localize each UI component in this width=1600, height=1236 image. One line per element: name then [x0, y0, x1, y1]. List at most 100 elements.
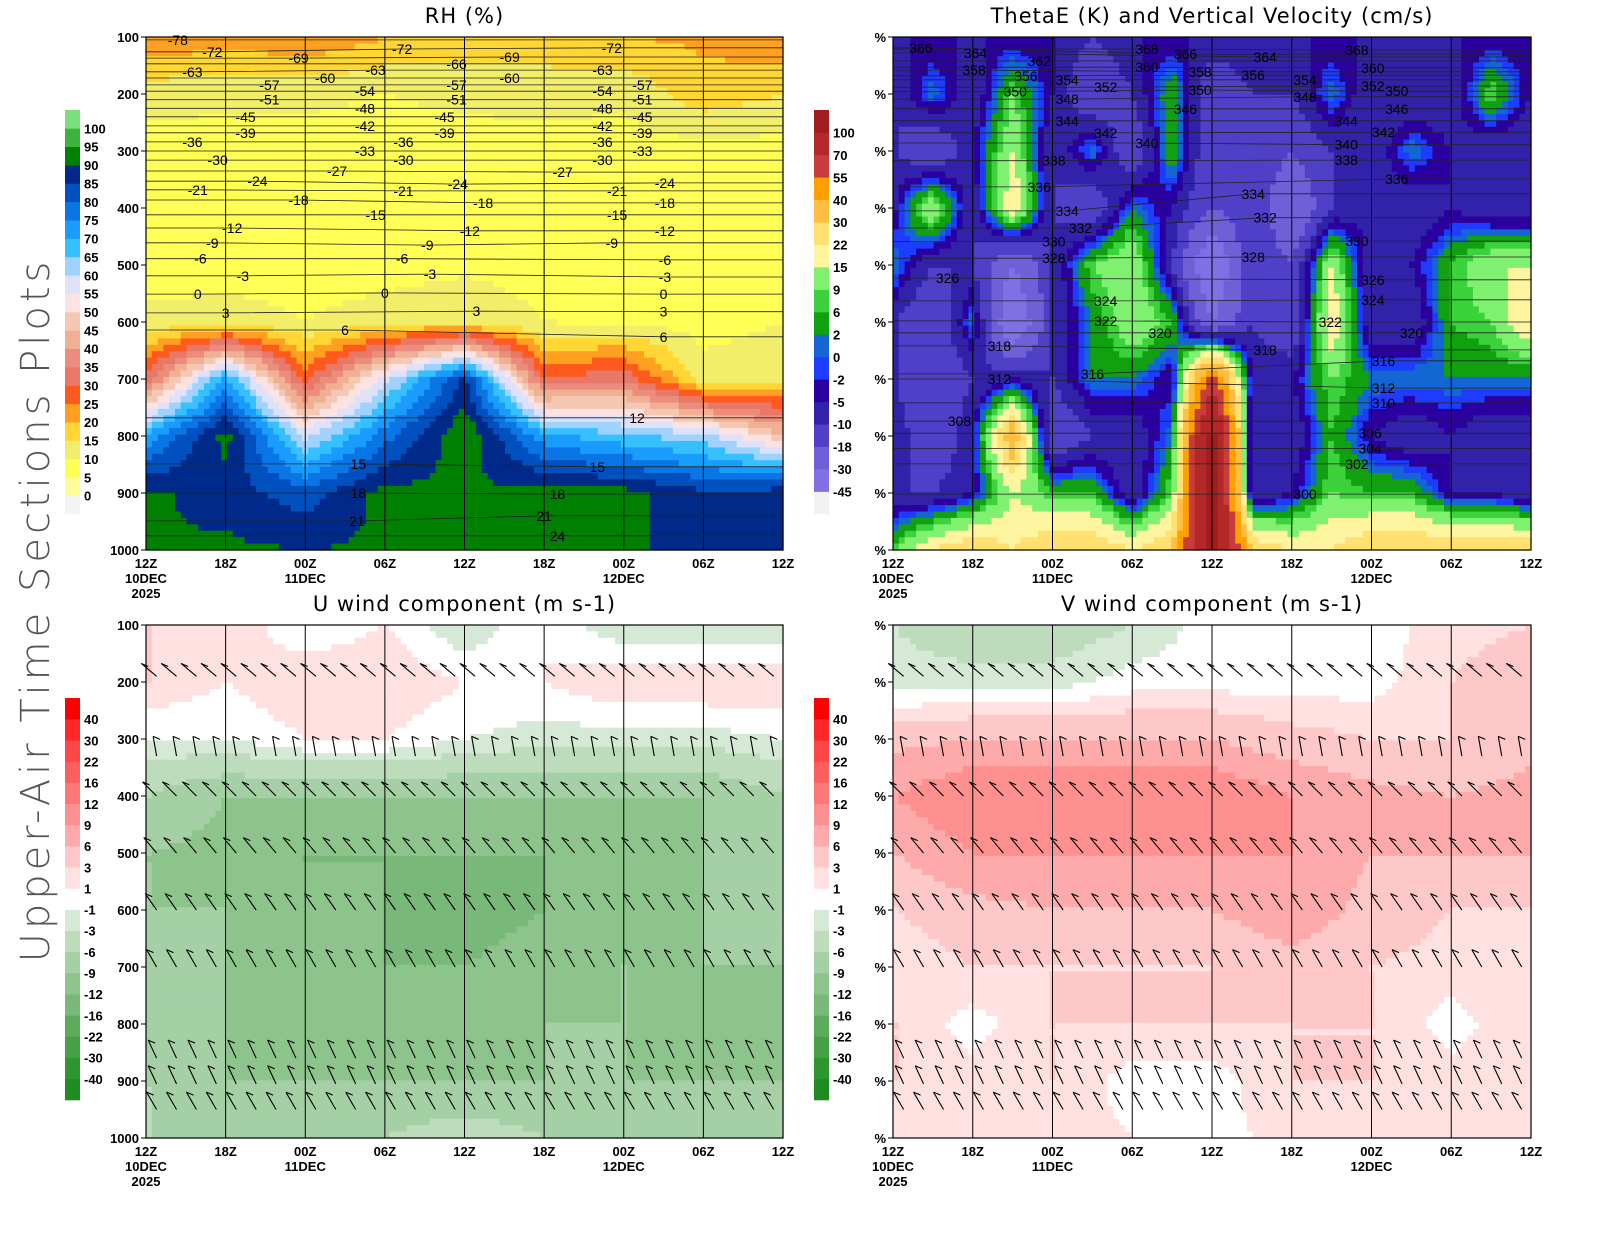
heatmap-cell — [1229, 537, 1236, 545]
heatmap-cell — [505, 447, 529, 455]
wind-barb — [325, 1091, 337, 1110]
heatmap-cell — [962, 184, 981, 192]
heatmap-cell — [319, 498, 367, 506]
heatmap-cell — [1374, 434, 1532, 442]
heatmap-cell — [493, 402, 506, 410]
heatmap-cell — [1084, 331, 1091, 339]
contour-label: 24 — [550, 528, 566, 544]
wind-barb — [426, 1065, 436, 1085]
heatmap-cell — [1241, 530, 1248, 538]
heatmap-cell — [227, 1016, 622, 1024]
heatmap-cell — [1345, 274, 1352, 282]
heatmap-cell — [1235, 530, 1242, 538]
heatmap-cell — [1148, 235, 1155, 243]
heatmap-cell — [1078, 158, 1103, 166]
heatmap-cell — [1328, 402, 1341, 410]
heatmap-cell — [1171, 389, 1178, 397]
wind-barb-feather — [207, 1039, 216, 1044]
heatmap-cell — [1333, 190, 1532, 198]
heatmap-cell — [1020, 197, 1027, 205]
heatmap-cell — [1426, 287, 1433, 295]
heatmap-cell — [1154, 113, 1161, 121]
heatmap-cell — [1101, 146, 1109, 154]
contour-label: 322 — [1319, 314, 1343, 330]
wind-barb-feather — [261, 781, 270, 786]
heatmap-cell — [1188, 466, 1196, 474]
heatmap-cell — [151, 421, 164, 429]
heatmap-cell — [1194, 389, 1201, 397]
wind-barb — [247, 1065, 257, 1085]
heatmap-cell — [1241, 351, 1248, 359]
heatmap-cell — [655, 383, 680, 391]
heatmap-cell — [1200, 120, 1312, 128]
heatmap-cell — [1136, 370, 1149, 378]
heatmap-cell — [1142, 216, 1149, 224]
heatmap-cell — [146, 113, 199, 121]
heatmap-cell — [1078, 364, 1085, 372]
heatmap-cell — [418, 657, 784, 665]
heatmap-cell — [1223, 440, 1230, 448]
heatmap-cell — [951, 293, 969, 301]
heatmap-cell — [169, 325, 274, 333]
heatmap-cell — [997, 107, 1004, 115]
heatmap-cell — [985, 184, 993, 192]
heatmap-cell — [1026, 222, 1033, 230]
heatmap-cell — [157, 408, 176, 416]
heatmap-cell — [1136, 383, 1155, 391]
wind-barb-feather — [166, 1091, 174, 1096]
heatmap-cell — [1043, 120, 1051, 128]
contour-label: 21 — [349, 513, 365, 529]
contour-label: 18 — [351, 485, 367, 501]
heatmap-cell — [1026, 81, 1039, 89]
heatmap-cell — [203, 357, 217, 365]
heatmap-cell — [1310, 415, 1317, 423]
heatmap-cell — [209, 338, 240, 346]
heatmap-cell — [371, 94, 396, 102]
heatmap-cell — [1177, 235, 1190, 243]
heatmap-cell — [933, 511, 958, 519]
heatmap-cell — [707, 453, 755, 461]
heatmap-cell — [939, 229, 946, 237]
heatmap-cell — [1055, 184, 1097, 192]
heatmap-cell — [481, 357, 495, 365]
heatmap-cell — [545, 676, 784, 684]
heatmap-cell — [1177, 88, 1184, 96]
heatmap-cell — [1316, 453, 1329, 461]
heatmap-cell — [997, 75, 1004, 83]
heatmap-cell — [1391, 473, 1422, 481]
heatmap-cell — [1183, 158, 1190, 166]
heatmap-cell — [1049, 344, 1068, 352]
heatmap-cell — [1177, 370, 1184, 378]
heatmap-cell — [980, 325, 987, 333]
heatmap-cell — [1328, 101, 1341, 109]
heatmap-cell — [1136, 107, 1149, 115]
heatmap-cell — [898, 543, 917, 551]
heatmap-cell — [481, 344, 500, 352]
contour-line — [893, 320, 1531, 323]
heatmap-cell — [1328, 338, 1335, 346]
heatmap-cell — [146, 56, 726, 64]
heatmap-cell — [1159, 428, 1167, 436]
heatmap-cell — [1449, 319, 1491, 327]
heatmap-cell — [452, 370, 471, 378]
heatmap-cell — [945, 75, 958, 83]
heatmap-cell — [1043, 421, 1051, 429]
heatmap-cell — [1397, 146, 1404, 154]
heatmap-cell — [146, 280, 425, 288]
heatmap-cell — [1154, 447, 1161, 455]
heatmap-cell — [1444, 428, 1457, 436]
heatmap-cell — [1177, 434, 1184, 442]
heatmap-cell — [244, 434, 257, 442]
heatmap-cell — [951, 331, 964, 339]
heatmap-cell — [1449, 267, 1468, 275]
wind-barb — [618, 663, 635, 677]
wind-barb-feather — [600, 781, 608, 786]
heatmap-cell — [1043, 312, 1051, 320]
heatmap-cell — [1049, 402, 1068, 410]
heatmap-cell — [1049, 248, 1068, 256]
heatmap-cell — [1078, 255, 1085, 263]
heatmap-cell — [1154, 473, 1161, 481]
heatmap-cell — [1310, 210, 1329, 218]
heatmap-cell — [146, 492, 176, 500]
wind-barb — [705, 1065, 715, 1085]
